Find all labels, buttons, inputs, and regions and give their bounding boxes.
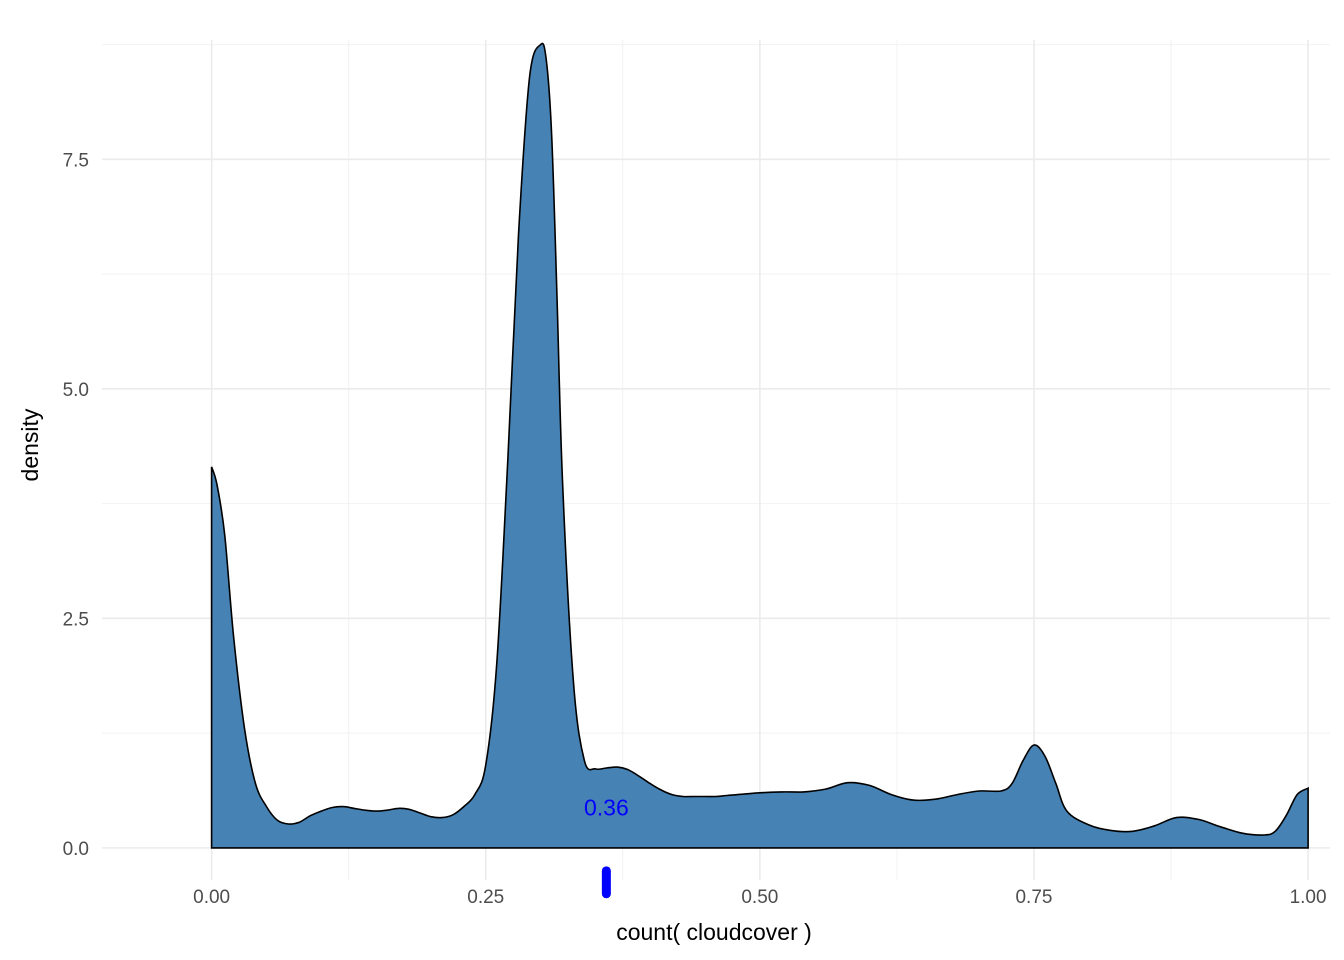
y-tick-label: 7.5 (63, 150, 89, 171)
x-tick-label: 0.25 (467, 887, 504, 908)
density-area (210, 42, 1309, 849)
y-axis-tick-labels: 0.0 2.5 5.0 7.5 (63, 150, 89, 860)
x-tick-label: 0.75 (1015, 887, 1052, 908)
x-axis-title: count( cloudcover ) (616, 919, 812, 945)
x-tick-label: 1.00 (1290, 887, 1327, 908)
x-tick-label: 0.00 (193, 887, 230, 908)
major-gridlines (102, 40, 1330, 880)
minor-gridlines (102, 40, 1330, 880)
x-axis-tick-labels: 0.00 0.25 0.50 0.75 1.00 (193, 887, 1326, 908)
y-axis-title: density (17, 408, 43, 481)
y-tick-label: 5.0 (63, 380, 89, 401)
marker-value-label: 0.36 (584, 795, 629, 821)
x-tick-label: 0.50 (741, 887, 778, 908)
y-tick-label: 0.0 (63, 839, 89, 860)
y-tick-label: 2.5 (63, 609, 89, 630)
